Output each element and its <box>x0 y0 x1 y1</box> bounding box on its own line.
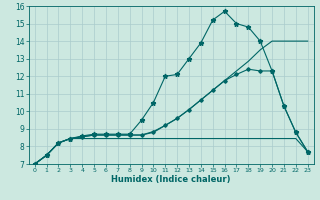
X-axis label: Humidex (Indice chaleur): Humidex (Indice chaleur) <box>111 175 231 184</box>
